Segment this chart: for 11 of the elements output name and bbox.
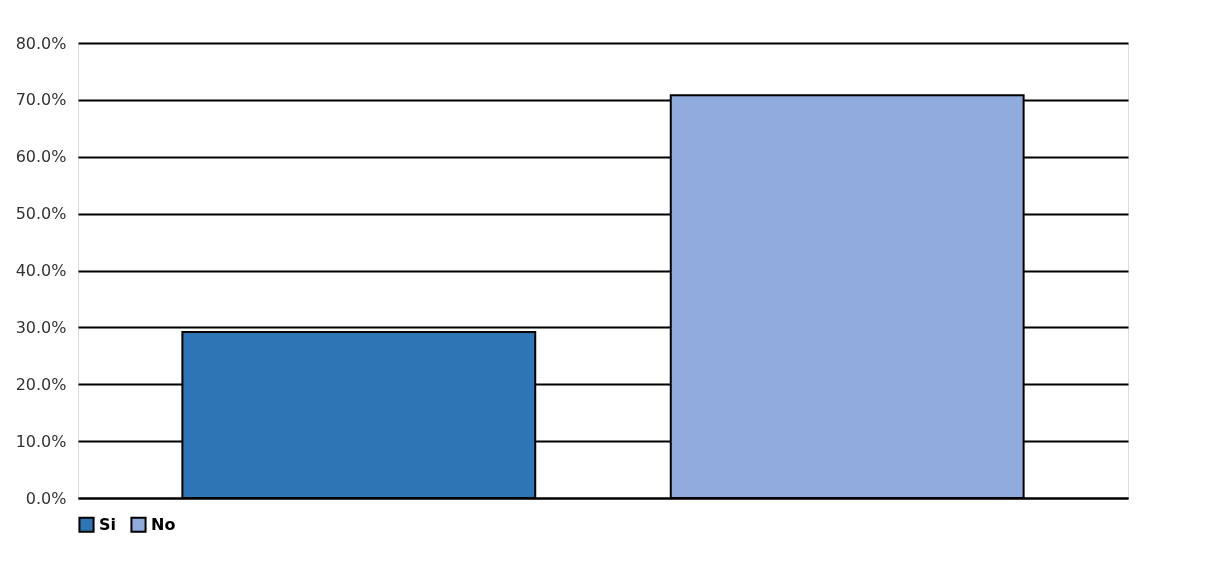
y-tick-label: 0.0% — [25, 488, 67, 508]
legend-label: Si — [99, 514, 117, 534]
y-tick-label: 70.0% — [15, 90, 67, 110]
y-tick-label: 80.0% — [15, 33, 67, 53]
y-tick-label: 10.0% — [15, 431, 67, 451]
y-tick-label: 20.0% — [15, 374, 67, 394]
y-tick-label: 60.0% — [15, 147, 67, 167]
legend-label: No — [151, 514, 176, 534]
y-tick-label: 30.0% — [15, 317, 67, 337]
y-tick-label: 50.0% — [15, 204, 67, 224]
y-tick-label: 40.0% — [15, 261, 67, 280]
